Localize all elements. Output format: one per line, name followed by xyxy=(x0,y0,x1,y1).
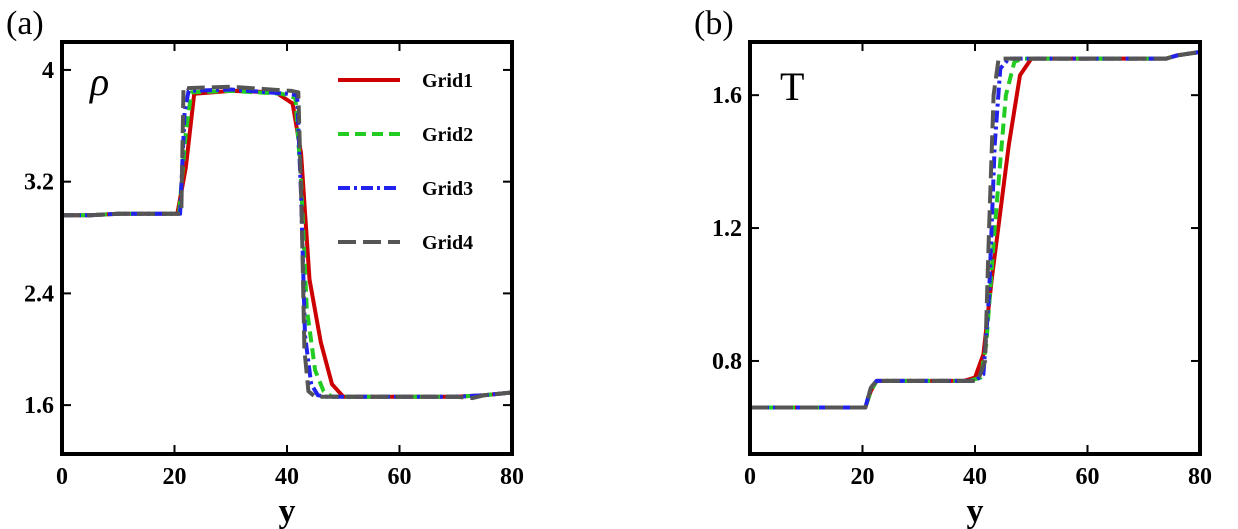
y-tick-label: 3.2 xyxy=(24,170,54,196)
series-line-grid4 xyxy=(62,84,513,401)
panel-a-tag: (a) xyxy=(6,5,44,42)
legend-label-grid3: Grid3 xyxy=(422,178,473,200)
rho-label: ρ xyxy=(88,59,109,104)
panel-b: (b) 0 20 40 60 80 0.8 1.2 1.6 T y xyxy=(694,5,1212,529)
x-axis-label-a: y xyxy=(279,493,296,529)
legend-label-grid2: Grid2 xyxy=(422,124,473,146)
panel-a: (a) 0 20 40 60 801.62.43.24 ρ Grid1Grid2Grid… xyxy=(6,5,524,529)
x-tick-label: 20 xyxy=(851,464,875,490)
y-tick-label: 2.4 xyxy=(24,281,54,307)
x-tick-label: 0 xyxy=(56,464,68,490)
x-axis-label-b: y xyxy=(967,493,984,529)
temperature-label: T xyxy=(780,64,804,109)
x-tick-label: 40 xyxy=(275,464,299,490)
y-tick-label: 0.8 xyxy=(712,349,742,375)
plot-a-frame xyxy=(60,40,514,456)
plot-a-marks: 0 20 40 60 80 1.6 2.4 3.2 4 xyxy=(24,42,524,490)
x-tick-label: 80 xyxy=(500,464,524,490)
plot-b-marks: 0 20 40 60 80 0.8 1.2 1.6 xyxy=(712,42,1212,490)
series-line-grid1 xyxy=(750,50,1201,410)
series-line-grid3 xyxy=(750,50,1201,410)
legend-label-grid1: Grid1 xyxy=(422,70,473,92)
y-tick-label: 4 xyxy=(42,58,54,84)
x-tick-label: 40 xyxy=(963,464,987,490)
y-tick-label: 1.6 xyxy=(712,83,742,109)
series-line-grid2 xyxy=(750,50,1201,410)
legend: Grid1 Grid2 Grid3 Grid4 xyxy=(338,70,473,254)
legend-label-grid4: Grid4 xyxy=(422,232,473,254)
y-tick-label: 1.2 xyxy=(712,216,742,242)
series-line-grid4 xyxy=(750,50,1201,410)
x-tick-label: 20 xyxy=(163,464,187,490)
x-tick-label: 60 xyxy=(388,464,412,490)
plot-b-frame xyxy=(748,40,1202,456)
panel-b-tag: (b) xyxy=(694,5,734,42)
y-tick-label: 1.6 xyxy=(24,393,54,419)
x-tick-label: 60 xyxy=(1076,464,1100,490)
x-tick-label: 0 xyxy=(744,464,756,490)
x-tick-label: 80 xyxy=(1188,464,1212,490)
